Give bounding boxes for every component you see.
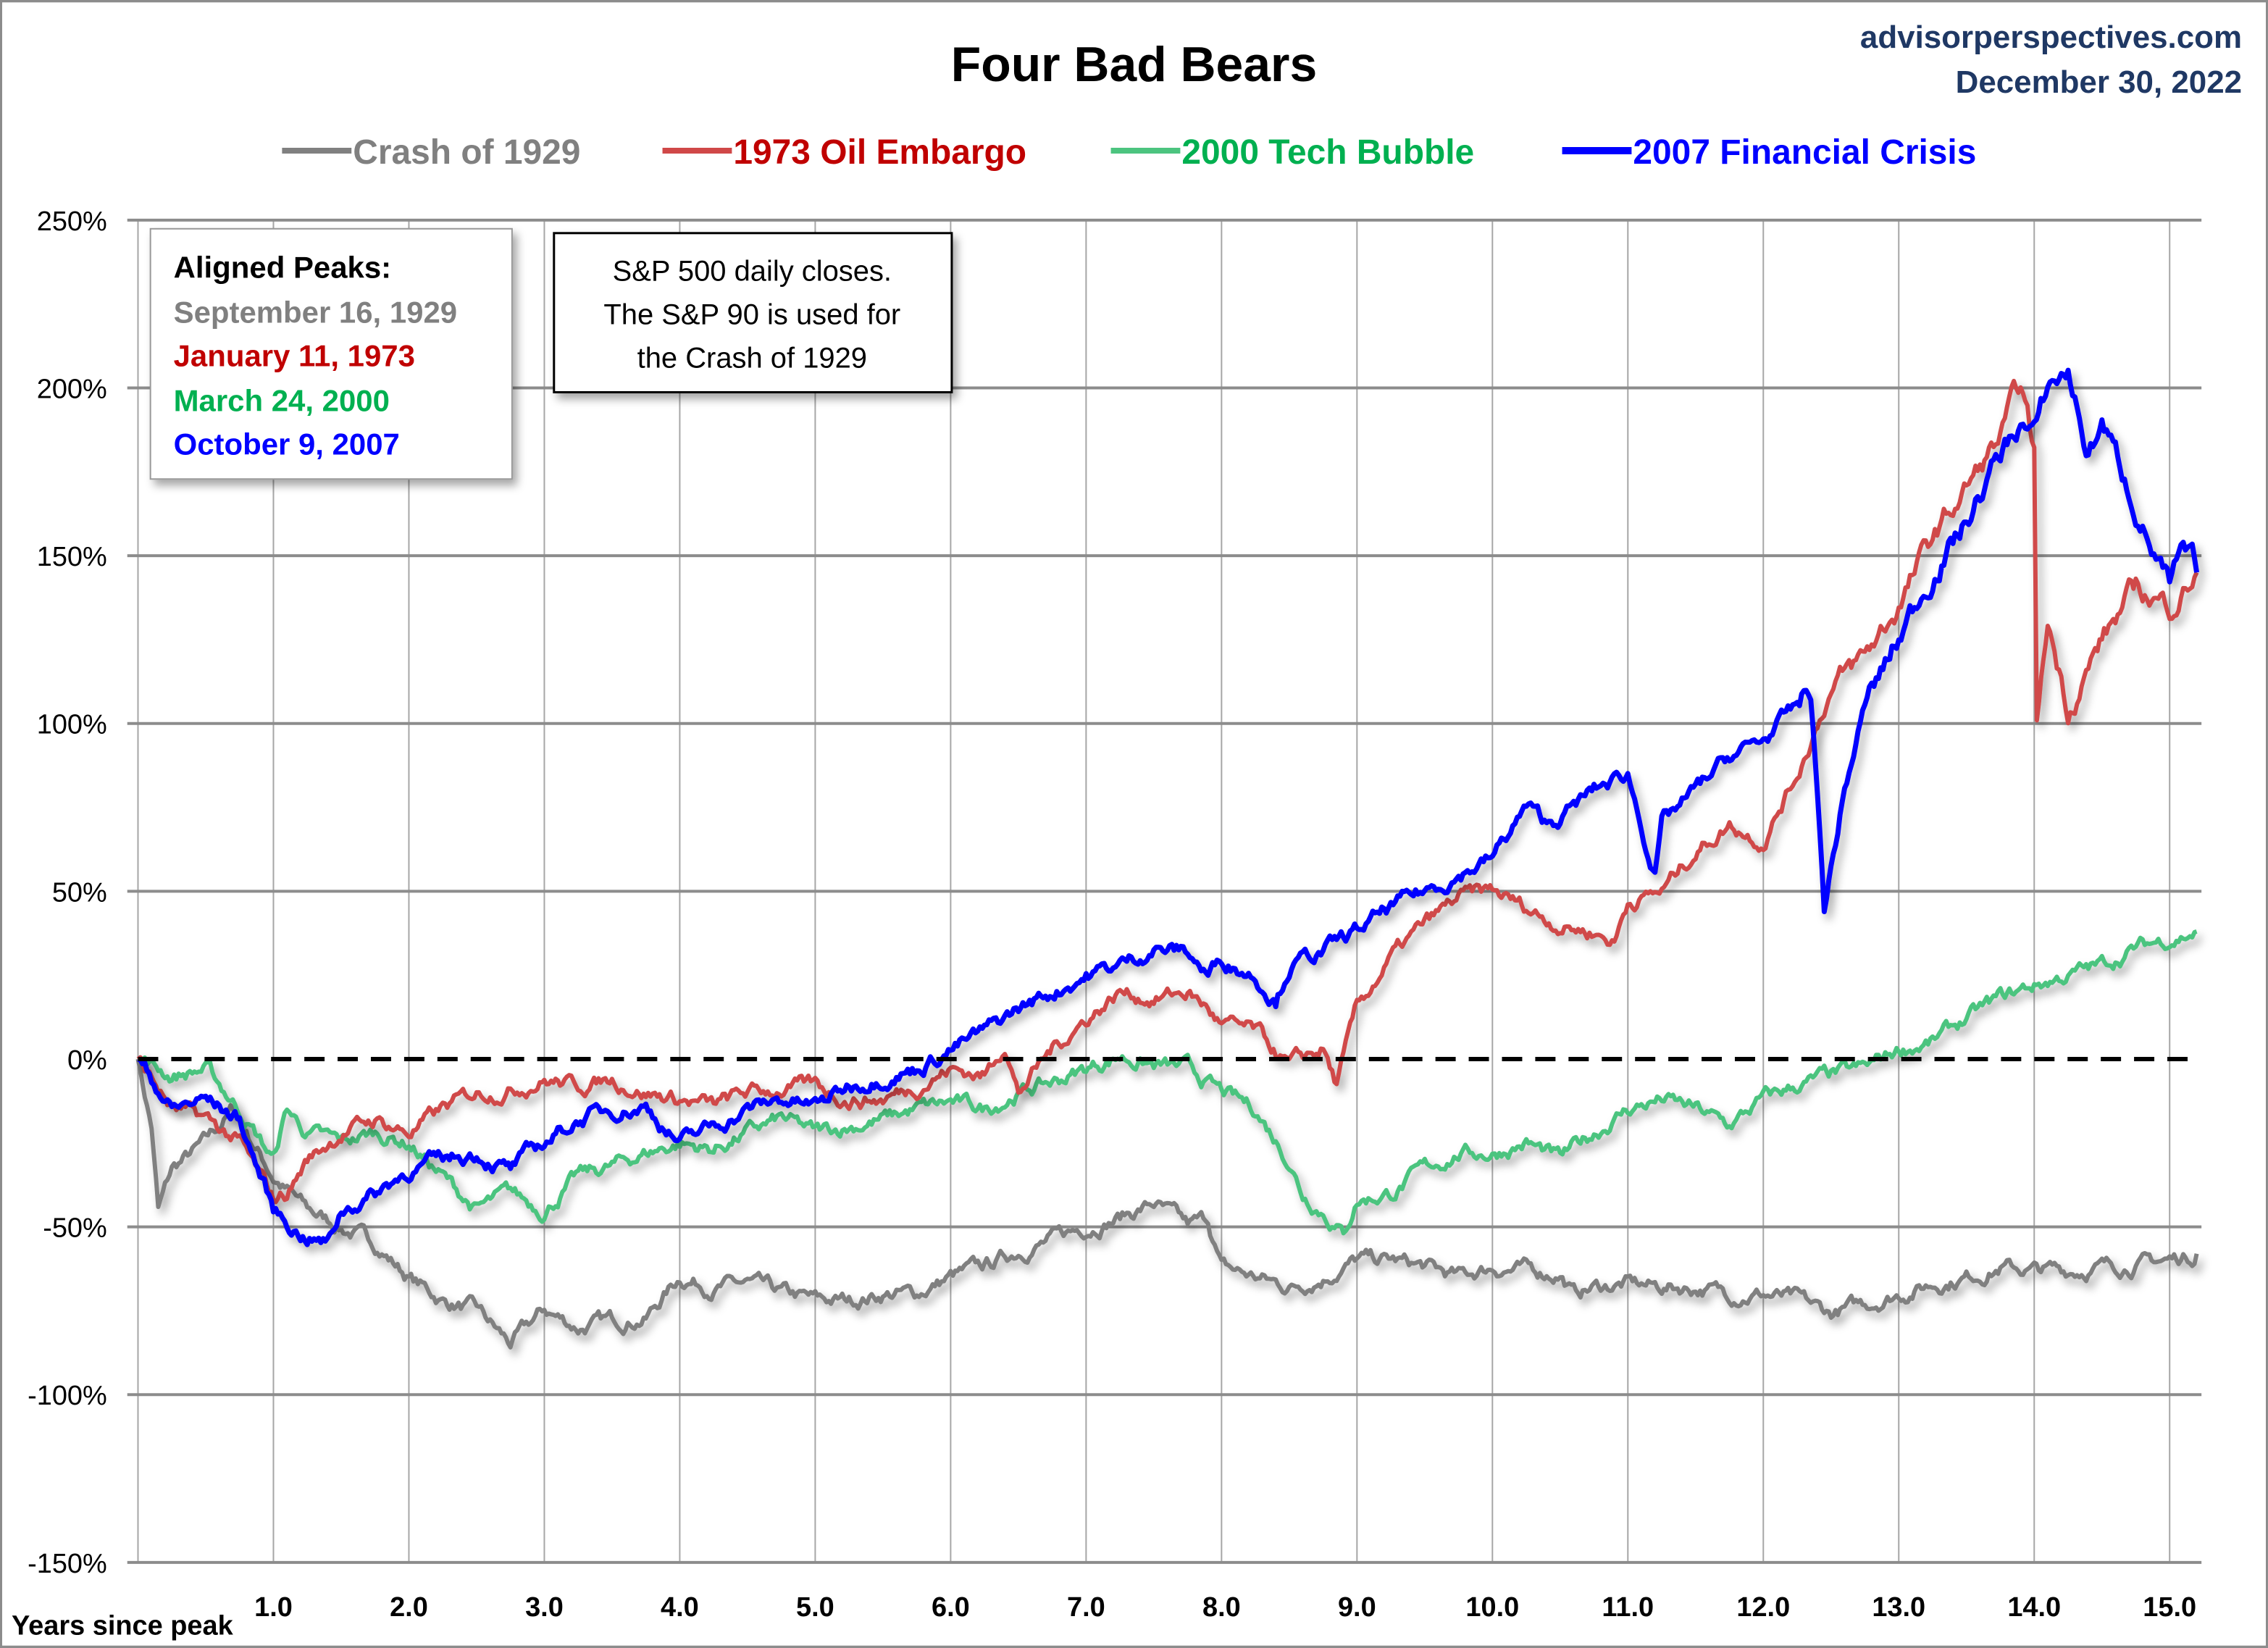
x-tick-label: 9.0 xyxy=(1338,1592,1376,1623)
legend-item: 2000 Tech Bubble xyxy=(1110,133,1474,172)
x-tick-label: 2.0 xyxy=(390,1592,428,1623)
peak-date-1973: January 11, 1973 xyxy=(174,339,415,373)
x-tick-label: 6.0 xyxy=(932,1592,970,1623)
legend-item: Crash of 1929 xyxy=(282,133,580,172)
source-label: advisorperspectives.com xyxy=(1860,20,2242,55)
x-axis-label: Years since peak xyxy=(12,1611,234,1641)
peak-date-2007: October 9, 2007 xyxy=(174,427,400,461)
series-line-2000-tech-bubble xyxy=(136,929,2198,1236)
x-tick-label: 8.0 xyxy=(1202,1592,1241,1623)
source-note-line: S&P 500 daily closes. xyxy=(613,256,892,288)
series-line-crash-of-1929 xyxy=(135,1058,2199,1350)
x-tick-label: 5.0 xyxy=(796,1592,834,1623)
y-tick-label: 0% xyxy=(67,1045,107,1076)
source-note-line: the Crash of 1929 xyxy=(637,343,867,375)
x-tick-label: 12.0 xyxy=(1736,1592,1790,1623)
peak-date-1929: September 16, 1929 xyxy=(174,296,458,330)
aligned-peaks-title: Aligned Peaks: xyxy=(174,251,392,285)
series-line-2007-financial-crisis xyxy=(137,367,2200,1247)
y-tick-label: -150% xyxy=(28,1549,107,1579)
x-tick-label: 1.0 xyxy=(254,1592,293,1623)
grid xyxy=(127,218,2202,1564)
legend-label: Crash of 1929 xyxy=(353,133,580,172)
x-tick-label: 15.0 xyxy=(2143,1592,2196,1623)
y-tick-label: 250% xyxy=(37,206,107,237)
series-group xyxy=(135,367,2200,1350)
y-tick-label: -50% xyxy=(43,1213,107,1244)
aligned-peaks-box: Aligned Peaks: September 16, 1929 Januar… xyxy=(149,227,513,480)
y-tick-label: -100% xyxy=(28,1381,107,1411)
series-line-1973-oil-embargo xyxy=(136,378,2199,1205)
legend: Crash of 1929 1973 Oil Embargo 2000 Tech B… xyxy=(282,133,1976,172)
y-tick-label: 100% xyxy=(37,710,107,740)
y-tick-label: 200% xyxy=(37,374,107,404)
axes: 1.0 2.0 3.0 4.0 5.0 6.0 7.0 8.0 9.0 10.0 11.0 12.0 1… xyxy=(28,206,2196,1623)
legend-label: 2000 Tech Bubble xyxy=(1181,133,1474,172)
legend-item: 1973 Oil Embargo xyxy=(662,133,1026,172)
y-tick-label: 150% xyxy=(37,542,107,572)
x-tick-label: 11.0 xyxy=(1602,1592,1654,1623)
x-tick-label: 10.0 xyxy=(1465,1592,1519,1623)
legend-item: 2007 Financial Crisis xyxy=(1562,133,1976,172)
x-tick-label: 3.0 xyxy=(525,1592,564,1623)
x-tick-label: 14.0 xyxy=(2007,1592,2061,1623)
peak-date-2000: March 24, 2000 xyxy=(174,383,390,417)
y-tick-label: 50% xyxy=(52,877,107,908)
x-tick-label: 4.0 xyxy=(661,1592,699,1623)
date-label: December 30, 2022 xyxy=(1956,64,2242,100)
legend-label: 2007 Financial Crisis xyxy=(1633,133,1976,172)
source-note-box: S&P 500 daily closes. The S&P 90 is used… xyxy=(553,232,953,393)
x-tick-label: 13.0 xyxy=(1872,1592,1925,1623)
x-tick-label: 7.0 xyxy=(1067,1592,1105,1623)
source-note-line: The S&P 90 is used for xyxy=(603,299,900,331)
legend-label: 1973 Oil Embargo xyxy=(733,133,1026,172)
chart-title: Four Bad Bears xyxy=(951,38,1317,92)
